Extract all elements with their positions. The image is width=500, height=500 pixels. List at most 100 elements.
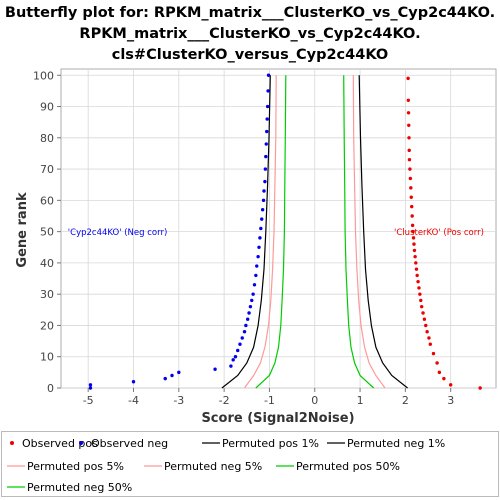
- point-observed-pos: [408, 167, 412, 171]
- point-observed-neg: [256, 254, 260, 259]
- point-observed-pos: [428, 342, 432, 346]
- y-axis-label: Gene rank: [15, 192, 30, 268]
- chart-title-line-1: Butterfly plot for: RPKM_matrix___Cluste…: [5, 5, 495, 21]
- point-observed-pos: [417, 286, 421, 290]
- point-observed-neg: [263, 167, 268, 171]
- y-tick-label: 10: [40, 351, 54, 364]
- point-observed-pos: [415, 273, 419, 278]
- point-observed-pos: [442, 376, 446, 381]
- point-observed-neg: [247, 311, 251, 315]
- point-observed-neg: [88, 383, 93, 387]
- point-observed-neg: [261, 198, 266, 203]
- point-observed-neg: [213, 367, 217, 371]
- point-observed-pos: [411, 229, 415, 234]
- point-observed-pos: [419, 304, 424, 309]
- point-observed-pos: [407, 136, 411, 140]
- point-observed-pos: [409, 195, 413, 199]
- point-observed-pos: [407, 157, 412, 162]
- legend-marker-observed-pos: [10, 441, 14, 445]
- point-observed-pos: [421, 311, 425, 315]
- y-tick-label: 90: [40, 101, 54, 114]
- y-tick-label: 40: [40, 257, 54, 270]
- x-tick-label: 2: [402, 394, 409, 407]
- point-observed-neg: [266, 89, 270, 93]
- point-observed-pos: [418, 292, 422, 296]
- y-tick-label: 50: [40, 226, 54, 239]
- point-observed-pos: [412, 242, 416, 246]
- point-observed-pos: [478, 386, 482, 390]
- annotation-pos-corr: 'ClusterKO' (Pos corr): [394, 228, 484, 238]
- legend-label-observed-pos: Observed pos: [22, 437, 98, 450]
- x-tick-label: -3: [173, 394, 184, 407]
- legend-label-permuted-pos-5: Permuted pos 5%: [27, 460, 124, 473]
- point-observed-pos: [406, 98, 411, 102]
- point-observed-pos: [407, 148, 411, 153]
- point-observed-neg: [236, 348, 240, 353]
- point-observed-neg: [163, 376, 167, 381]
- point-observed-pos: [410, 204, 414, 209]
- y-tick-label: 20: [40, 319, 54, 332]
- legend-label-permuted-pos-50: Permuted pos 50%: [296, 460, 400, 473]
- series-permuted-neg-1: [221, 75, 271, 389]
- point-observed-pos: [448, 383, 453, 387]
- permuted-lines: [221, 75, 408, 389]
- point-observed-pos: [424, 323, 428, 328]
- point-observed-pos: [414, 261, 418, 265]
- point-observed-neg: [265, 117, 269, 121]
- point-observed-pos: [437, 370, 442, 375]
- point-observed-neg: [264, 154, 268, 159]
- point-observed-neg: [260, 208, 265, 212]
- point-observed-neg: [266, 73, 271, 77]
- point-observed-neg: [255, 264, 259, 268]
- point-observed-neg: [262, 189, 266, 193]
- point-observed-neg: [254, 273, 258, 278]
- y-tick-label: 70: [40, 163, 54, 176]
- point-observed-neg: [231, 358, 235, 362]
- point-observed-neg: [238, 342, 242, 346]
- point-observed-pos: [410, 223, 415, 228]
- point-observed-neg: [251, 292, 255, 296]
- series-permuted-pos-50: [343, 75, 375, 389]
- series-permuted-pos-5: [352, 75, 386, 389]
- point-observed-neg: [258, 236, 262, 240]
- point-observed-neg: [265, 104, 270, 109]
- point-observed-neg: [263, 179, 267, 184]
- x-tick-label: 3: [447, 394, 454, 407]
- point-observed-neg: [177, 370, 181, 375]
- series-permuted-pos-1: [358, 75, 408, 389]
- point-observed-pos: [411, 236, 416, 240]
- point-observed-neg: [260, 217, 264, 221]
- point-observed-neg: [240, 336, 244, 340]
- legend-box: [1, 431, 499, 497]
- point-observed-neg: [250, 298, 254, 303]
- chart-title-line-2: RPKM_matrix___ClusterKO_vs_Cyp2c44KO.: [79, 26, 420, 42]
- point-observed-pos: [416, 279, 420, 284]
- point-observed-pos: [422, 317, 427, 321]
- legend-label-permuted-neg-50: Permuted neg 50%: [27, 481, 132, 494]
- point-observed-pos: [413, 254, 417, 259]
- chart-title-line-3: cls#ClusterKO_versus_Cyp2c44KO: [112, 47, 389, 63]
- point-observed-neg: [170, 373, 174, 378]
- point-observed-neg: [265, 129, 269, 134]
- legend-label-permuted-neg-5: Permuted neg 5%: [164, 460, 262, 473]
- y-tick-label: 80: [40, 132, 54, 145]
- annotations: 'Cyp2c44KO' (Neg corr) 'ClusterKO' (Pos c…: [68, 228, 484, 238]
- y-tick-label: 60: [40, 194, 54, 207]
- point-observed-pos: [409, 186, 413, 190]
- y-tick-label: 30: [40, 288, 54, 301]
- legend-label-permuted-neg-1: Permuted neg 1%: [347, 437, 445, 450]
- x-axis-label: Score (Signal2Noise): [201, 411, 354, 426]
- point-observed-pos: [419, 298, 423, 303]
- legend-marker-observed-neg: [79, 441, 83, 445]
- point-observed-neg: [264, 142, 268, 146]
- point-observed-pos: [412, 248, 417, 253]
- point-observed-neg: [259, 226, 263, 231]
- point-observed-pos: [410, 214, 414, 218]
- x-tick-label: -1: [264, 394, 275, 407]
- point-observed-neg: [248, 304, 253, 309]
- point-observed-neg: [257, 245, 261, 249]
- x-tick-label: -2: [219, 394, 230, 407]
